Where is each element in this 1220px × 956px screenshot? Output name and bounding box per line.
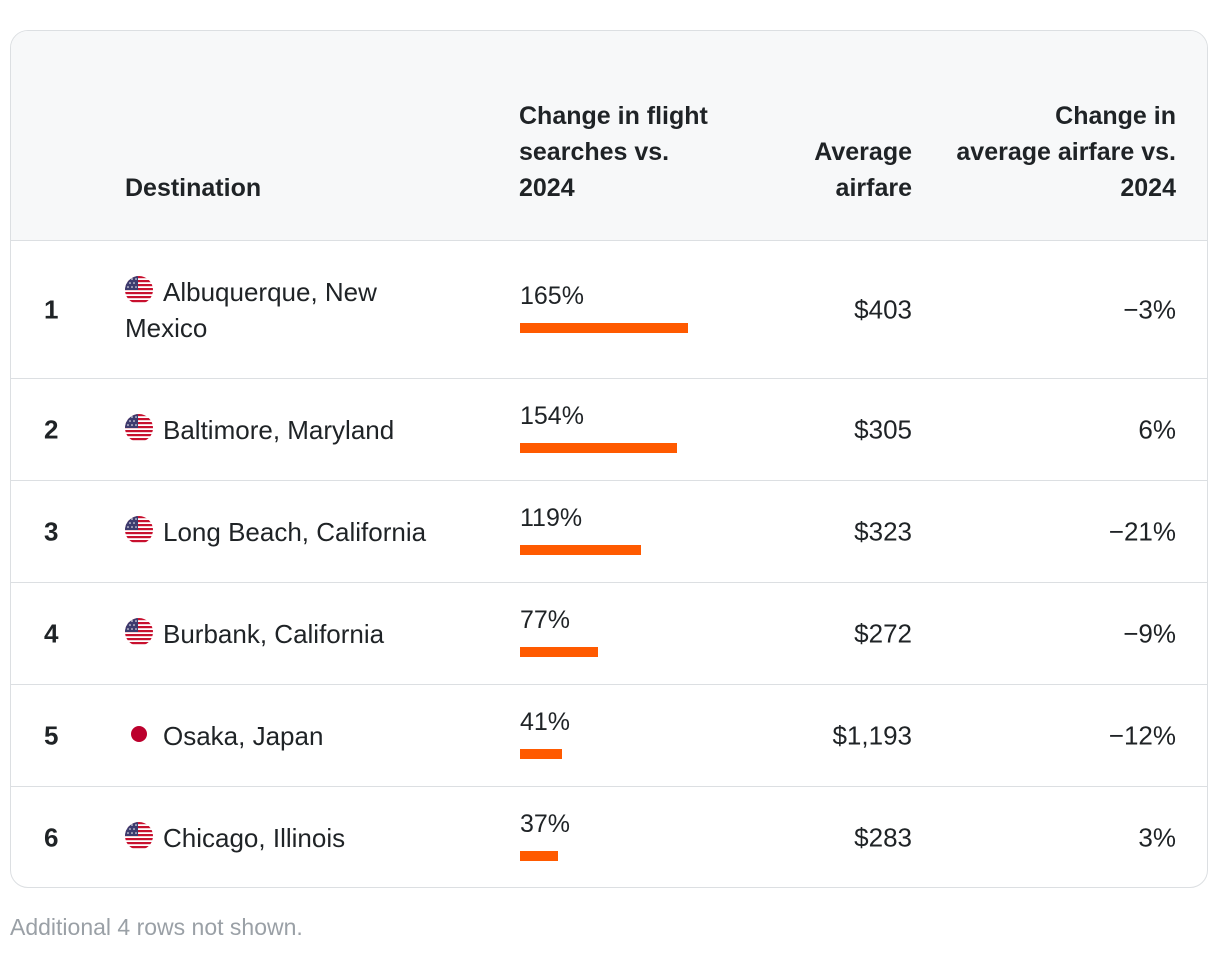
rank-number: 3: [44, 516, 59, 546]
destination-name: Albuquerque, New Mexico: [125, 276, 377, 343]
search-change-label: 119%: [520, 503, 583, 532]
table-row: 6 Chicago, Illinois 37% $283 3%: [11, 787, 1207, 887]
search-change-cell: 119%: [520, 503, 740, 561]
destination-name: Baltimore, Maryland: [163, 414, 395, 445]
destination-name: Burbank, California: [163, 618, 385, 649]
airfare-change: −9%: [1123, 618, 1176, 648]
header-change-airfare[interactable]: Change in average airfare vs. 2024: [956, 102, 1176, 202]
airfare-change: −21%: [1108, 516, 1176, 546]
search-change-label: 165%: [520, 281, 584, 310]
rank-number: 4: [44, 618, 59, 648]
search-change-cell: 165%: [520, 281, 740, 339]
table-row: 5 Osaka, Japan 41% $1,193 −12%: [11, 685, 1207, 787]
average-airfare: $272: [854, 618, 912, 648]
destinations-table: Destination Change in flight searches vs…: [10, 30, 1208, 888]
us-flag-icon: [125, 413, 153, 442]
table-row: 1 Albuquerque, New Mexico 165% $403 −3%: [11, 241, 1207, 379]
search-change-bar: [520, 442, 677, 453]
average-airfare: $283: [854, 822, 912, 853]
search-change-cell: 41%: [520, 707, 740, 765]
header-average-airfare[interactable]: Average airfare: [814, 138, 912, 202]
table-row: 4 Burbank, California 77% $272 −9%: [11, 583, 1207, 685]
japan-flag-icon: [125, 719, 153, 748]
search-change-bar: [520, 544, 641, 555]
header-change-searches[interactable]: Change in flight searches vs. 2024: [519, 102, 708, 202]
rank-number: 6: [44, 822, 59, 853]
destination-cell: Osaka, Japan: [125, 718, 455, 754]
rank-number: 2: [44, 414, 59, 444]
search-change-label: 154%: [520, 401, 584, 430]
average-airfare: $1,193: [832, 720, 912, 750]
search-change-cell: 37%: [520, 809, 740, 867]
destination-name: Chicago, Illinois: [163, 823, 346, 853]
average-airfare: $305: [854, 414, 912, 444]
airfare-change: −3%: [1123, 294, 1176, 324]
us-flag-icon: [125, 822, 153, 850]
us-flag-icon: [125, 617, 153, 646]
search-change-label: 41%: [520, 707, 571, 736]
header-destination[interactable]: Destination: [125, 174, 262, 202]
search-change-cell: 154%: [520, 401, 740, 459]
rank-number: 1: [44, 294, 59, 324]
destination-cell: Albuquerque, New Mexico: [125, 274, 455, 346]
search-change-bar: [520, 851, 558, 861]
search-change-cell: 77%: [520, 605, 740, 663]
destination-cell: Baltimore, Maryland: [125, 412, 455, 448]
destination-cell: Chicago, Illinois: [125, 820, 455, 856]
footnote: Additional 4 rows not shown.: [10, 914, 303, 940]
destination-name: Osaka, Japan: [163, 720, 324, 751]
search-change-bar: [520, 748, 562, 759]
destination-cell: Burbank, California: [125, 616, 455, 652]
destination-name: Long Beach, California: [163, 516, 427, 547]
us-flag-icon: [125, 515, 153, 544]
rank-number: 5: [44, 720, 59, 750]
table-row: 2 Baltimore, Maryland 154% $305 6%: [11, 379, 1207, 481]
destination-cell: Long Beach, California: [125, 514, 455, 550]
search-change-label: 77%: [520, 605, 571, 634]
search-change-bar: [520, 322, 688, 333]
average-airfare: $403: [854, 294, 912, 324]
us-flag-icon: [125, 275, 153, 304]
airfare-change: 3%: [1138, 822, 1176, 853]
airfare-change: 6%: [1138, 414, 1176, 444]
table-row: 3 Long Beach, California 119% $323 −21%: [11, 481, 1207, 583]
airfare-change: −12%: [1108, 720, 1176, 750]
average-airfare: $323: [854, 516, 912, 546]
table-header: Destination Change in flight searches vs…: [11, 31, 1207, 241]
search-change-label: 37%: [520, 810, 571, 838]
search-change-bar: [520, 646, 598, 657]
